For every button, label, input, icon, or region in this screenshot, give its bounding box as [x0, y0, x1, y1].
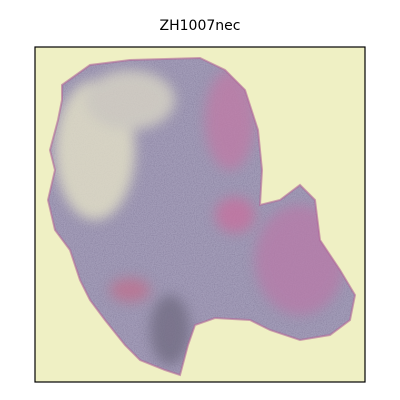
image-frame — [34, 46, 366, 383]
tissue-edge — [46, 56, 357, 377]
slide-image — [35, 47, 365, 382]
image-title: ZH1007nec — [160, 18, 241, 34]
